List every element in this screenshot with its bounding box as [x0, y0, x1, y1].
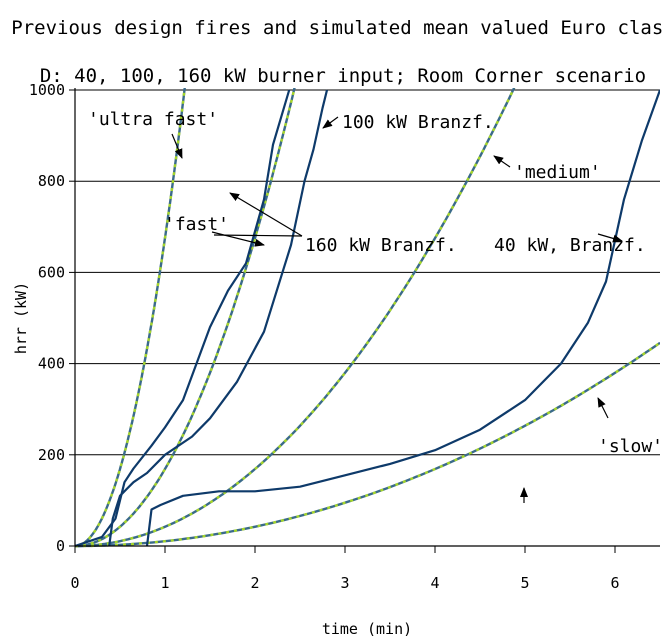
- x-tick-labels: 0 1 2 3 4 5 6: [70, 574, 619, 592]
- y-tick-label: 600: [38, 263, 65, 281]
- annotation-fast: 'fast': [164, 214, 229, 235]
- annotation-slow: 'slow': [598, 436, 662, 457]
- x-tick-label: 6: [610, 574, 619, 592]
- series-markers-ultra-fast: [75, 88, 186, 548]
- arrow-slow: [597, 397, 609, 419]
- x-tick-label: 2: [250, 574, 259, 592]
- y-tick-label: 200: [38, 446, 65, 464]
- annotation-40kw: 40 kW, Branzf.: [494, 235, 646, 256]
- series-markers-fast: [75, 88, 296, 548]
- x-tick-label: 0: [70, 574, 79, 592]
- chart-title: Previous design fires and simulated mean…: [11, 17, 662, 39]
- series-line-40-kw-branzf: [145, 89, 660, 547]
- x-tick-label: 4: [430, 574, 439, 592]
- axes: [69, 88, 660, 553]
- y-tick-label: 0: [56, 537, 65, 555]
- annotation-medium: 'medium': [514, 162, 601, 183]
- x-tick-label: 5: [520, 574, 529, 592]
- series-line-slow: [75, 341, 660, 548]
- y-tick-labels: 0 200 400 600 800 1000: [29, 81, 65, 555]
- arrow-160kw-upper: [229, 192, 303, 237]
- annotation-100kw: 100 kW Branzf.: [342, 112, 494, 133]
- series-markers-slow: [75, 341, 660, 548]
- arrow-160kw-lower: [213, 234, 303, 237]
- series-line-160-kw-branzf: [75, 89, 291, 548]
- arrow-100kw: [322, 116, 339, 129]
- annotation-160kw: 160 kW Branzf.: [305, 235, 457, 256]
- arrow-fast: [211, 231, 265, 247]
- x-axis-label: time (min): [322, 620, 412, 638]
- y-tick-label: 1000: [29, 81, 65, 99]
- y-tick-label: 400: [38, 355, 65, 373]
- annotation-ultra-fast: 'ultra fast': [88, 109, 218, 130]
- series-group: [75, 88, 660, 548]
- y-tick-label: 800: [38, 172, 65, 190]
- arrow-medium: [493, 155, 511, 168]
- x-tick-label: 1: [160, 574, 169, 592]
- chart-subtitle: D: 40, 100, 160 kW burner input; Room Co…: [40, 65, 646, 87]
- series-markers-medium: [75, 88, 516, 548]
- series-line-fast: [75, 88, 296, 548]
- series-line-100-kw-branzf: [108, 89, 329, 547]
- y-axis-label: hrr (kW): [12, 282, 30, 354]
- x-tick-label: 3: [340, 574, 349, 592]
- arrow-40kw: [597, 233, 623, 243]
- arrow-ultra-fast: [171, 133, 183, 159]
